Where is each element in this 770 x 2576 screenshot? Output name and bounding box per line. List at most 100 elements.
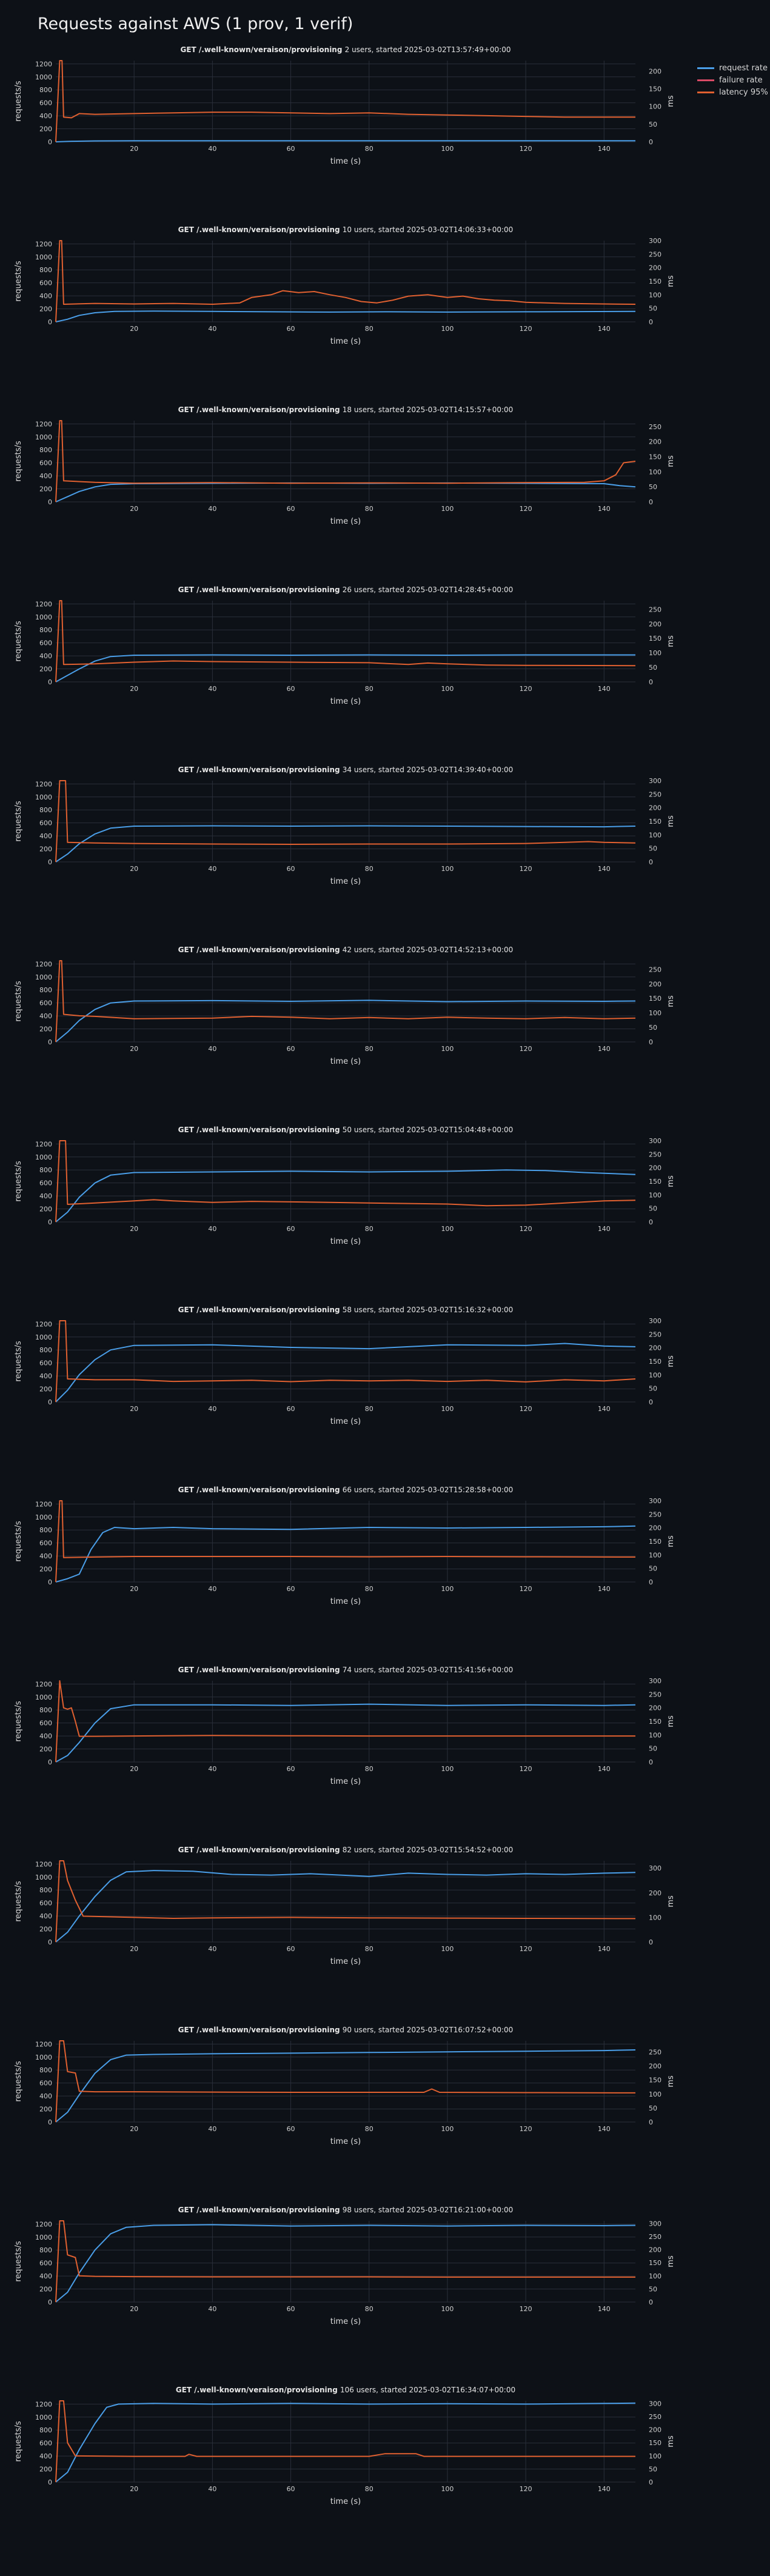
chart-7-title-endpoint: GET /.well-known/veraison/provisioning: [178, 1126, 343, 1134]
chart-9-ytick-label: 200: [39, 1566, 52, 1573]
chart-1-y2tick-label: 50: [649, 121, 657, 128]
chart-9-y2tick-label: 300: [649, 1497, 661, 1505]
chart-7-xtick-label: 20: [130, 1225, 138, 1233]
chart-6-ytick-label: 600: [39, 999, 52, 1007]
chart-4-y2tick-label: 100: [649, 649, 661, 657]
chart-14-y2tick-label: 0: [649, 2478, 653, 2486]
chart-9-xtick-label: 140: [598, 1585, 611, 1593]
chart-7-xtick-label: 120: [520, 1225, 532, 1233]
chart-11-ytick-label: 400: [39, 1912, 52, 1920]
chart-11-y2tick-label: 100: [649, 1914, 661, 1921]
chart-10-series-latency-95: [55, 1680, 635, 1763]
chart-9-y2tick-label: 250: [649, 1510, 661, 1518]
legend-item-request-rate[interactable]: request rate: [697, 62, 768, 74]
legend-label-request-rate: request rate: [719, 63, 768, 73]
chart-6-xtick-label: 20: [130, 1045, 138, 1053]
chart-12-y2tick-label: 0: [649, 2118, 653, 2126]
chart-2-ytick-label: 600: [39, 279, 52, 287]
chart-7-y2tick-label: 250: [649, 1150, 661, 1158]
chart-14-ytick-label: 1200: [35, 2400, 52, 2408]
chart-3-ytick-label: 400: [39, 472, 52, 480]
chart-2-y2tick-label: 100: [649, 291, 661, 299]
chart-4-ytick-label: 0: [48, 678, 52, 686]
chart-2-y2tick-label: 150: [649, 278, 661, 285]
chart-legend: request rate failure rate latency 95%: [697, 62, 768, 98]
chart-2-xtick-label: 100: [441, 325, 454, 333]
chart-13-y2tick-label: 300: [649, 2220, 661, 2227]
chart-12-xtick-label: 100: [441, 2125, 454, 2133]
chart-10-title: GET /.well-known/veraison/provisioning 7…: [178, 1666, 514, 1674]
chart-12-title: GET /.well-known/veraison/provisioning 9…: [178, 2026, 514, 2034]
chart-7-ytick-label: 1000: [35, 1153, 52, 1161]
chart-13-ytick-label: 600: [39, 2260, 52, 2267]
chart-13-xtick-label: 120: [520, 2305, 532, 2313]
legend-item-latency[interactable]: latency 95%: [697, 86, 768, 98]
chart-1-ytick-label: 600: [39, 99, 52, 107]
chart-7-ytick-label: 400: [39, 1192, 52, 1200]
chart-3-xtick-label: 60: [287, 505, 295, 513]
legend-item-failure-rate[interactable]: failure rate: [697, 74, 768, 86]
chart-3-y2tick-label: 250: [649, 423, 661, 431]
chart-8-ylabel: requests/s: [14, 1341, 23, 1382]
chart-10-y2tick-label: 50: [649, 1745, 657, 1753]
chart-5-y2tick-label: 0: [649, 858, 653, 866]
chart-10-xtick-label: 20: [130, 1765, 138, 1773]
chart-7-ytick-label: 200: [39, 1206, 52, 1213]
chart-9-ytick-label: 1000: [35, 1513, 52, 1521]
chart-7-y2tick-label: 300: [649, 1137, 661, 1145]
chart-10-y2tick-label: 200: [649, 1704, 661, 1712]
chart-11-xlabel: time (s): [330, 1957, 361, 1966]
chart-11-series-request-rate: [55, 1870, 636, 1943]
chart-14-y2tick-label: 100: [649, 2452, 661, 2460]
chart-3-xtick-label: 40: [208, 505, 216, 513]
chart-13-y2label: ms: [666, 2255, 675, 2267]
chart-2-ytick-label: 400: [39, 292, 52, 300]
chart-2-xtick-label: 140: [598, 325, 611, 333]
chart-7-y2label: ms: [666, 1175, 675, 1187]
chart-14-y2tick-label: 200: [649, 2426, 661, 2434]
chart-5-title-endpoint: GET /.well-known/veraison/provisioning: [178, 766, 343, 774]
chart-14-title-endpoint: GET /.well-known/veraison/provisioning: [176, 2386, 340, 2394]
chart-8-y2label: ms: [666, 1355, 675, 1367]
chart-2-ylabel: requests/s: [14, 261, 23, 302]
chart-8-y2tick-label: 200: [649, 1344, 661, 1352]
chart-9-y2tick-label: 200: [649, 1524, 661, 1532]
chart-10-y2tick-label: 0: [649, 1758, 653, 1766]
chart-14-xtick-label: 20: [130, 2485, 138, 2493]
chart-4-xtick-label: 120: [520, 685, 532, 693]
chart-2-title: GET /.well-known/veraison/provisioning 1…: [178, 225, 514, 234]
chart-14-xtick-label: 120: [520, 2485, 532, 2493]
chart-9-ytick-label: 600: [39, 1540, 52, 1547]
chart-9-ylabel: requests/s: [14, 1521, 23, 1562]
chart-13-y2tick-label: 250: [649, 2233, 661, 2241]
chart-12-xlabel: time (s): [330, 2137, 361, 2146]
chart-6-xtick-label: 60: [287, 1045, 295, 1053]
chart-14-xtick-label: 100: [441, 2485, 454, 2493]
chart-12-xtick-label: 40: [208, 2125, 216, 2133]
chart-1-xtick-label: 80: [365, 145, 373, 153]
chart-4-ytick-label: 400: [39, 652, 52, 660]
chart-7-y2tick-label: 0: [649, 1218, 653, 1226]
chart-13-y2tick-label: 200: [649, 2246, 661, 2254]
chart-3-ytick-label: 0: [48, 498, 52, 506]
chart-14-ytick-label: 0: [48, 2478, 52, 2486]
chart-5-y2tick-label: 150: [649, 818, 661, 826]
chart-6-xtick-label: 100: [441, 1045, 454, 1053]
chart-11-ytick-label: 800: [39, 1886, 52, 1894]
chart-12-ytick-label: 200: [39, 2106, 52, 2114]
chart-12-y2tick-label: 50: [649, 2104, 657, 2112]
chart-4-y2label: ms: [666, 635, 675, 647]
chart-13-ytick-label: 200: [39, 2286, 52, 2294]
chart-13-y2tick-label: 100: [649, 2272, 661, 2280]
chart-10-xtick-label: 60: [287, 1765, 295, 1773]
chart-9-ytick-label: 400: [39, 1552, 52, 1560]
chart-11-y2tick-label: 300: [649, 1864, 661, 1872]
chart-4-series-latency-95: [55, 600, 636, 682]
chart-9-ytick-label: 1200: [35, 1500, 52, 1508]
chart-1-ytick-label: 0: [48, 138, 52, 146]
chart-2-series-latency-95: [55, 240, 636, 322]
chart-2-y2tick-label: 200: [649, 264, 661, 272]
chart-3-ytick-label: 600: [39, 459, 52, 467]
chart-11-y2tick-label: 0: [649, 1938, 653, 1946]
